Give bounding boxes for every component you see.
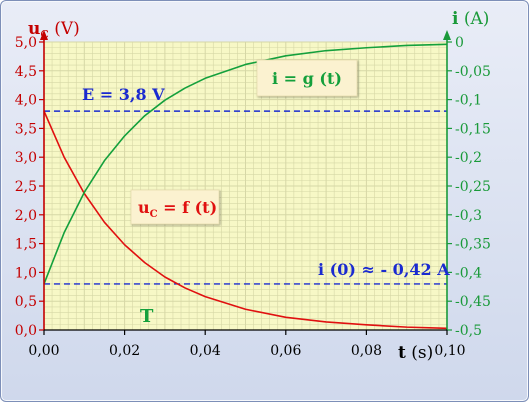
i0-label: i (0) ≈ - 0,42 A	[318, 260, 450, 279]
right-axis-arrow	[443, 30, 451, 40]
left-tick-label: 4,5	[15, 64, 37, 80]
uc-label-box	[130, 189, 220, 225]
e-label: E = 3,8 V	[82, 85, 165, 104]
left-tick-label: 3,5	[15, 121, 37, 137]
right-tick-label: -0,2	[455, 150, 482, 166]
t-annotation: T	[140, 306, 154, 327]
x-tick-label: 0,02	[109, 343, 140, 359]
axes	[39, 30, 452, 335]
left-tick-label: 4,0	[15, 93, 37, 109]
right-tick-label: -0,15	[455, 121, 491, 137]
left-tick-label: 5,0	[15, 35, 37, 51]
x-tick-label: 0,04	[190, 343, 221, 359]
right-axis-title: i (A)	[452, 9, 489, 29]
x-tick-label: 0,08	[351, 343, 382, 359]
left-axis-title: uC (V)	[28, 19, 80, 41]
left-tick-label: 2,5	[15, 179, 37, 195]
right-tick-label: -0,45	[455, 294, 491, 310]
curves	[43, 43, 448, 330]
x-axis-title: t (s)	[398, 343, 433, 363]
right-tick-label: -0,1	[455, 93, 482, 109]
right-tick-label: -0,35	[455, 237, 491, 253]
left-tick-label: 2,0	[15, 208, 37, 224]
left-axis-arrow	[40, 30, 48, 40]
right-tick-label: -0,25	[455, 179, 491, 195]
right-tick-label: -0,4	[455, 265, 482, 281]
right-tick-label: -0,5	[455, 323, 482, 339]
right-tick-label: 0	[455, 35, 464, 51]
right-tick-label: -0,3	[455, 208, 482, 224]
left-tick-label: 1,5	[15, 237, 37, 253]
i-label-box	[256, 59, 358, 97]
uc-curve	[43, 110, 448, 330]
x-tick-label: 0,00	[28, 343, 59, 359]
right-tick-label: -0,05	[455, 64, 491, 80]
left-tick-label: 3,0	[15, 150, 37, 166]
left-tick-label: 0,0	[15, 323, 37, 339]
uc-curve-label: uC = f (t)	[138, 198, 217, 220]
left-tick-label: 0,5	[15, 294, 37, 310]
labels: 0,0 0,5 1,0 1,5 2,0 2,5 3,0 3,5 4,0 4,5 5,0 -0,5 -0,…	[15, 9, 491, 363]
left-tick-label: 1,0	[15, 265, 37, 281]
i-curve-label: i = g (t)	[272, 69, 342, 88]
x-tick-label: 0,06	[270, 343, 301, 359]
x-tick-label: 0,10	[434, 343, 465, 359]
i-curve	[43, 43, 448, 285]
reference-lines	[44, 110, 447, 285]
